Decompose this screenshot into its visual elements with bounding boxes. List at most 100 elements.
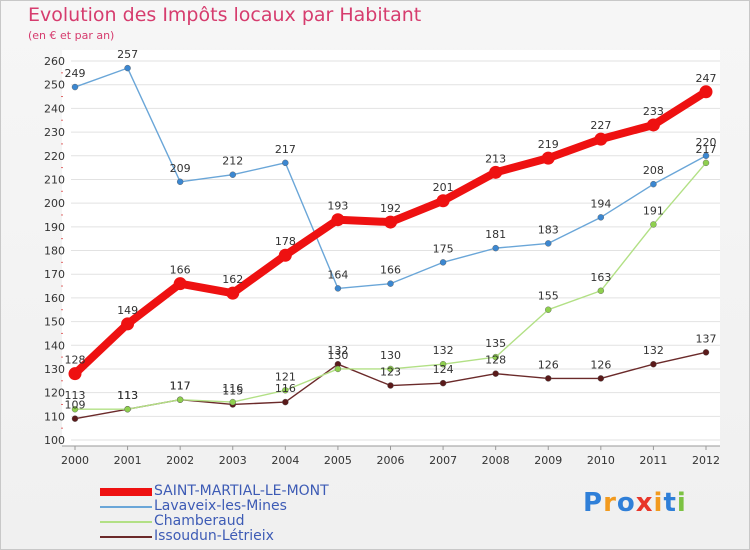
data-label: 193	[327, 200, 348, 213]
data-label: 213	[485, 152, 506, 165]
data-point	[702, 152, 710, 159]
data-label: 220	[696, 136, 717, 149]
x-tick-label: 2002	[166, 454, 194, 467]
data-point	[699, 85, 713, 99]
data-label: 124	[433, 363, 454, 376]
data-point	[124, 64, 131, 72]
data-label: 181	[485, 228, 506, 241]
data-label: 117	[170, 380, 191, 393]
data-point	[229, 398, 236, 406]
x-tick-label: 2012	[692, 454, 720, 467]
x-tick-label: 2009	[534, 454, 562, 467]
data-label: 247	[696, 72, 717, 85]
data-label: 113	[65, 389, 86, 402]
y-tick-label: 100	[44, 434, 65, 447]
legend-label: Chamberaud	[154, 513, 245, 529]
data-point	[439, 259, 447, 266]
x-tick-label: 2003	[219, 454, 247, 467]
data-point	[282, 387, 289, 394]
y-tick-label: 260	[44, 55, 65, 68]
data-point	[71, 406, 79, 413]
data-label: 219	[538, 138, 559, 151]
y-tick-label: 250	[44, 79, 65, 92]
data-label: 126	[590, 358, 611, 371]
data-label: 227	[590, 119, 611, 132]
data-point	[124, 406, 131, 413]
data-point	[71, 83, 79, 91]
data-point	[229, 171, 236, 178]
data-point	[650, 180, 657, 188]
data-label: 149	[117, 304, 138, 317]
data-point	[282, 159, 289, 167]
data-label: 162	[222, 273, 243, 286]
data-point	[545, 306, 552, 313]
y-tick-label: 220	[44, 150, 65, 163]
data-point	[702, 159, 710, 167]
data-label: 209	[170, 162, 191, 175]
x-tick-label: 2000	[61, 454, 89, 467]
data-label: 121	[275, 370, 296, 383]
data-label: 166	[380, 264, 401, 277]
data-point	[278, 248, 292, 262]
data-point	[597, 375, 605, 382]
data-label: 132	[327, 344, 348, 357]
logo-letter: t	[663, 488, 677, 518]
data-label: 191	[643, 204, 664, 217]
y-tick-label: 150	[44, 316, 65, 329]
data-label: 130	[327, 349, 348, 362]
data-point	[334, 285, 342, 292]
x-tick-label: 2004	[271, 454, 299, 467]
logo-letter: o	[616, 488, 636, 518]
data-point	[702, 349, 710, 356]
legend-label: SAINT-MARTIAL-LE-MONT	[154, 483, 329, 499]
data-label: 249	[65, 67, 86, 80]
x-tick-label: 2006	[377, 454, 405, 467]
y-tick-label: 210	[44, 173, 65, 186]
data-label: 116	[275, 382, 296, 395]
data-point	[436, 194, 450, 208]
data-label: 126	[538, 358, 559, 371]
legend-label: Lavaveix-les-Mines	[154, 498, 287, 514]
chart-subtitle: (en € et par an)	[28, 29, 115, 42]
legend-label: Issoudun-Létrieix	[154, 528, 274, 544]
data-point	[173, 277, 187, 291]
data-label: 132	[643, 344, 664, 357]
data-point	[71, 415, 79, 422]
data-point	[176, 396, 184, 403]
y-tick-label: 230	[44, 126, 65, 139]
data-label: 257	[117, 48, 138, 61]
data-label: 192	[380, 202, 401, 215]
data-label: 113	[117, 389, 138, 402]
y-tick-label: 140	[44, 339, 65, 352]
data-point	[176, 178, 184, 186]
data-label: 123	[380, 366, 401, 379]
logo-letter: i	[676, 488, 687, 518]
data-point	[387, 365, 394, 373]
legend-swatch	[100, 488, 152, 496]
data-point	[492, 353, 499, 361]
data-point	[489, 165, 503, 179]
data-point	[331, 213, 345, 227]
logo-letter: r	[603, 488, 617, 518]
logo-letter: P	[583, 488, 604, 518]
data-label: 109	[65, 399, 86, 412]
data-label: 128	[485, 354, 506, 367]
data-label: 175	[433, 242, 454, 255]
data-label: 137	[696, 332, 717, 345]
data-label: 194	[590, 197, 611, 210]
plot-area	[62, 50, 720, 446]
data-point	[226, 286, 240, 300]
data-label: 217	[275, 143, 296, 156]
y-tick-label: 110	[44, 410, 65, 423]
data-point	[597, 214, 605, 221]
x-tick-label: 2010	[587, 454, 615, 467]
data-point	[541, 151, 555, 165]
logo-letter: x	[635, 488, 654, 518]
data-label: 212	[222, 155, 243, 168]
y-tick-label: 130	[44, 363, 65, 376]
data-label: 183	[538, 223, 559, 236]
data-point	[646, 118, 660, 132]
data-point	[545, 375, 552, 382]
data-point	[492, 244, 499, 252]
